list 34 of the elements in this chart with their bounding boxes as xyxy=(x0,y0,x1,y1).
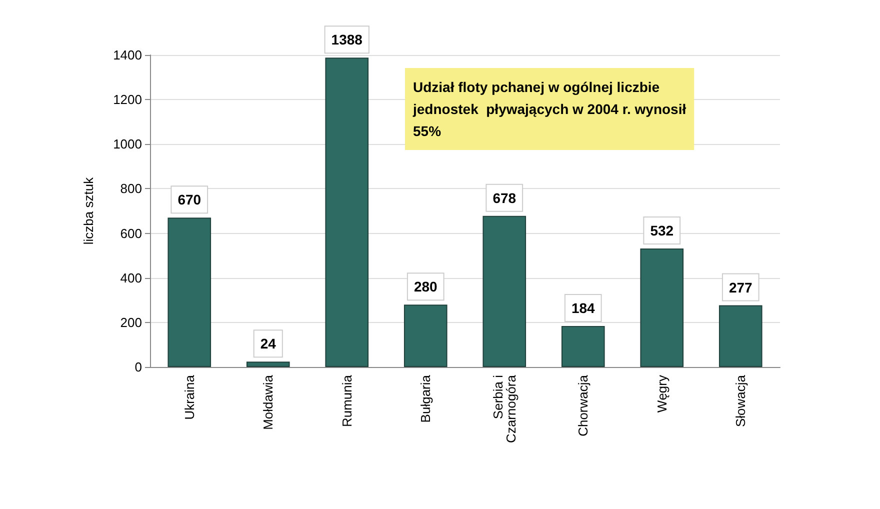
x-tick-label: Słowacja xyxy=(733,374,748,428)
bar xyxy=(482,216,526,367)
x-tick-label: Ukraina xyxy=(182,374,197,420)
data-label: 678 xyxy=(492,190,516,206)
data-label: 532 xyxy=(650,222,674,238)
data-label: 277 xyxy=(728,279,753,296)
y-tick-label: 1200 xyxy=(113,92,142,108)
bar xyxy=(168,218,212,367)
annotation: Udział floty pchanej w ogólnej liczbie jednostek pływających w 2004 r. wynosił 55% xyxy=(412,79,686,139)
y-tick-label: 200 xyxy=(120,314,142,330)
y-tick-label: 1000 xyxy=(113,136,142,152)
y-tick-label: 400 xyxy=(120,270,142,286)
data-label: 184 xyxy=(571,300,596,316)
bar xyxy=(325,58,369,367)
x-tick-label: Węgry xyxy=(654,374,670,413)
bar xyxy=(404,304,448,367)
y-tick-label: 0 xyxy=(134,360,142,374)
data-label: 670 xyxy=(178,192,202,208)
data-label: 280 xyxy=(414,278,438,295)
bar xyxy=(718,305,762,367)
x-tick-label: Rumunia xyxy=(339,374,354,428)
bar xyxy=(640,248,684,367)
y-axis-title: liczba sztuk xyxy=(81,176,96,245)
y-tick-label: 800 xyxy=(120,181,142,196)
y-tick-label: 1400 xyxy=(113,48,142,62)
x-tick-label: Mołdawia xyxy=(260,374,276,430)
bar xyxy=(246,362,290,367)
x-tick-label: Bułgaria xyxy=(418,374,434,423)
data-label: 24 xyxy=(260,336,276,352)
x-tick-label: Serbia i Czarnogóra xyxy=(490,374,518,443)
x-tick-label: Chorwacja xyxy=(576,374,591,436)
data-label: 1388 xyxy=(331,32,363,48)
y-tick-label: 600 xyxy=(120,226,142,241)
bar xyxy=(561,326,605,367)
